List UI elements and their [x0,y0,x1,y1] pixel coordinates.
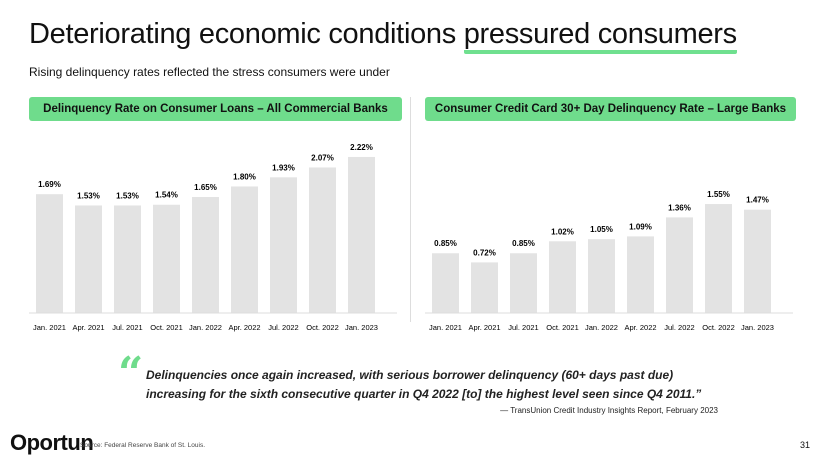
bar [36,194,63,313]
x-tick-label: Jul. 2022 [268,323,298,332]
oportun-logo: Oportun [10,430,94,455]
x-tick-label: Jul. 2022 [664,323,694,332]
x-tick-label: Oct. 2021 [546,323,579,332]
data-label: 1.65% [194,183,217,192]
divider [410,97,411,322]
bar [114,205,141,313]
data-label: 2.07% [311,153,334,162]
x-tick-label: Jan. 2023 [741,323,774,332]
bar [153,204,180,313]
x-tick-label: Jan. 2023 [345,323,378,332]
data-label: 0.85% [434,239,457,248]
page-title: Deteriorating economic conditions pressu… [29,18,737,54]
data-label: 2.22% [350,143,373,152]
data-label: 1.09% [629,222,652,231]
bar [471,262,498,313]
title-highlight: pressured consumers [463,18,737,54]
data-label: 1.54% [155,191,178,200]
x-tick-label: Jul. 2021 [112,323,142,332]
data-label: 1.05% [590,225,613,234]
bar [231,186,258,313]
x-tick-label: Apr. 2022 [624,323,656,332]
data-label: 1.93% [272,163,295,172]
data-label: 1.36% [668,203,691,212]
x-tick-label: Jan. 2021 [33,323,66,332]
x-tick-label: Oct. 2021 [150,323,183,332]
chart-2-title: Consumer Credit Card 30+ Day Delinquency… [425,97,796,121]
quote-line-1: Delinquencies once again increased, with… [146,368,674,382]
bar [744,209,771,313]
quote-attribution: — TransUnion Credit Industry Insights Re… [500,406,718,415]
x-tick-label: Jan. 2022 [189,323,222,332]
data-label: 1.53% [116,191,139,200]
x-tick-label: Oct. 2022 [702,323,735,332]
data-label: 0.85% [512,239,535,248]
data-label: 1.80% [233,172,256,181]
subtitle: Rising delinquency rates reflected the s… [29,65,390,79]
title-text: Deteriorating economic conditions [29,18,464,50]
x-tick-label: Jan. 2021 [429,323,462,332]
quote-line-2: increasing for the sixth consecutive qua… [146,387,702,401]
quote-mark-icon: “ [118,348,144,399]
page-number: 31 [799,440,810,450]
bar [510,253,537,313]
x-tick-label: Apr. 2022 [228,323,260,332]
bar [549,241,576,313]
x-tick-label: Apr. 2021 [468,323,500,332]
x-tick-label: Apr. 2021 [72,323,104,332]
quote: Delinquencies once again increased, with… [146,366,701,404]
data-label: 1.53% [77,191,100,200]
bar [75,205,102,313]
bar [270,177,297,313]
bar [705,204,732,313]
bar [432,253,459,313]
chart-1: 1.69% Jan. 2021 1.53% Apr. 2021 1.53% Jul. 20… [29,143,397,332]
bar [588,239,615,313]
data-label: 1.02% [551,227,574,236]
bar [348,156,375,313]
x-tick-label: Jul. 2021 [508,323,538,332]
chart-2: 0.85% Jan. 2021 0.72% Apr. 2021 0.85% Jul. 20… [425,190,793,332]
bar [192,197,219,313]
data-label: 1.55% [707,190,730,199]
data-label: 0.72% [473,248,496,257]
bar [309,167,336,313]
data-label: 1.69% [38,180,61,189]
x-tick-label: Oct. 2022 [306,323,339,332]
source-note: Source: Federal Reserve Bank of St. Loui… [80,442,206,449]
x-tick-label: Jan. 2022 [585,323,618,332]
chart-1-title: Delinquency Rate on Consumer Loans – All… [29,97,402,121]
bar [627,236,654,313]
bar [666,217,693,313]
data-label: 1.47% [746,196,769,205]
